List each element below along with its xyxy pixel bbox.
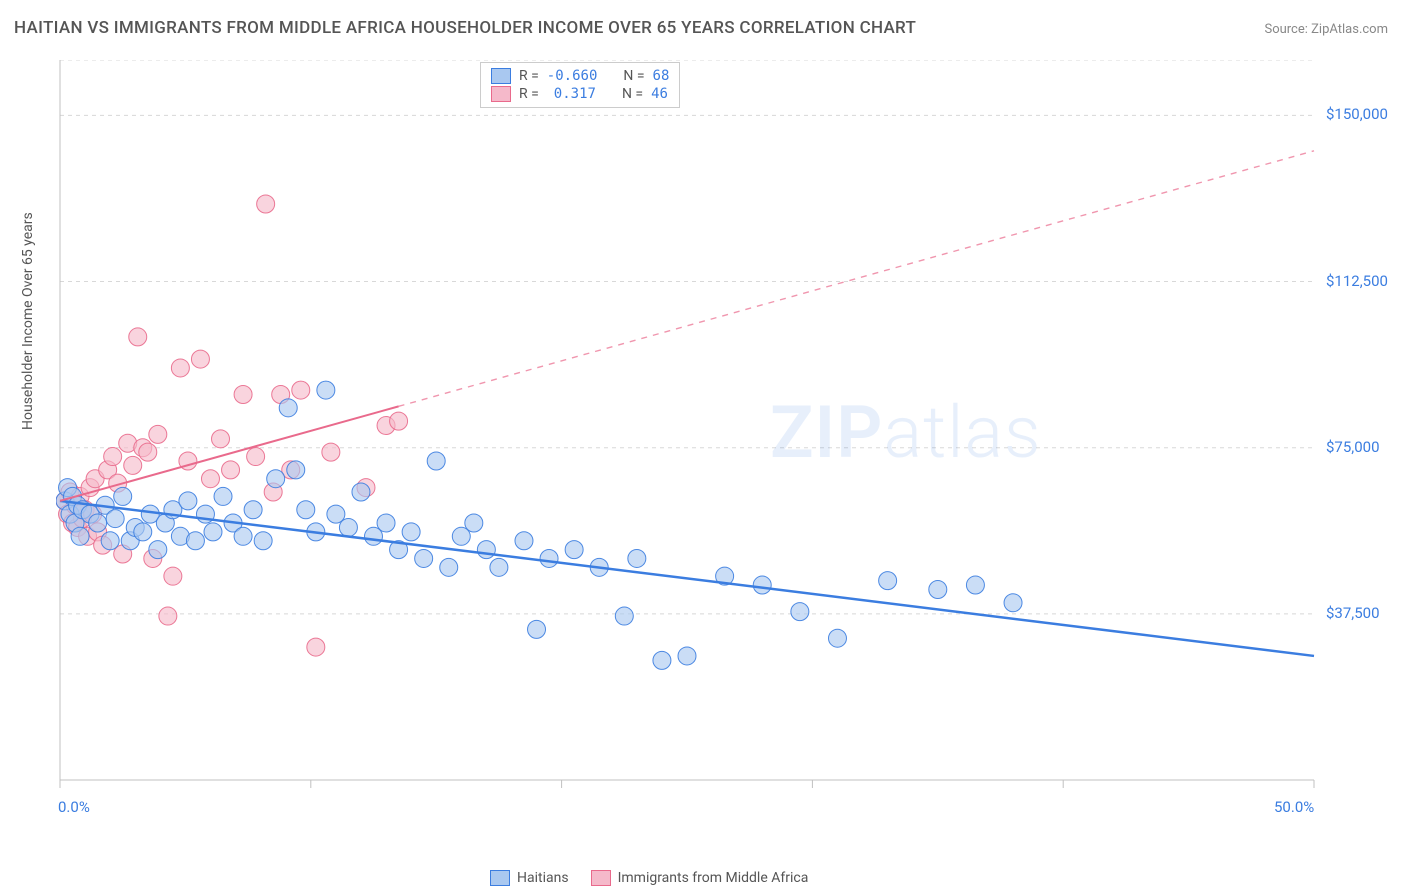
chart-title: HAITIAN VS IMMIGRANTS FROM MIDDLE AFRICA… <box>14 18 916 38</box>
source-label: Source: ZipAtlas.com <box>1264 22 1388 37</box>
legend-r-label: R = <box>519 86 539 102</box>
y-tick-label: $112,500 <box>1326 272 1388 290</box>
legend-item-haitians: Haitians <box>490 870 569 886</box>
legend-series: Haitians Immigrants from Middle Africa <box>490 870 808 886</box>
scatter-plot-svg <box>56 60 1384 820</box>
legend-correlation: R = -0.660 N = 68 R = 0.317 N = 46 <box>480 62 680 108</box>
legend-n-label: N = <box>623 68 644 84</box>
legend-label-0: Haitians <box>517 870 569 886</box>
legend-row-middle-africa: R = 0.317 N = 46 <box>491 85 669 103</box>
y-axis-label: Householder Income Over 65 years <box>20 212 36 430</box>
chart-area: $37,500$75,000$112,500$150,0000.0%50.0% <box>56 60 1384 820</box>
legend-r-value-1: 0.317 <box>547 86 596 102</box>
y-tick-label: $37,500 <box>1326 604 1380 622</box>
legend-r-value-0: -0.660 <box>547 68 598 84</box>
legend-swatch-blue <box>491 68 511 84</box>
legend-swatch-pink <box>591 870 611 886</box>
legend-label-1: Immigrants from Middle Africa <box>618 870 809 886</box>
x-tick-label: 50.0% <box>1274 798 1314 816</box>
legend-n-value-1: 46 <box>651 86 668 102</box>
legend-r-label: R = <box>519 68 539 84</box>
legend-swatch-blue <box>490 870 510 886</box>
y-tick-label: $75,000 <box>1326 438 1380 456</box>
y-tick-label: $150,000 <box>1326 105 1388 123</box>
x-tick-label: 0.0% <box>58 798 90 816</box>
legend-n-label: N = <box>622 86 643 102</box>
legend-row-haitians: R = -0.660 N = 68 <box>491 67 669 85</box>
legend-n-value-0: 68 <box>653 68 670 84</box>
legend-item-middle-africa: Immigrants from Middle Africa <box>591 870 809 886</box>
legend-swatch-pink <box>491 86 511 102</box>
